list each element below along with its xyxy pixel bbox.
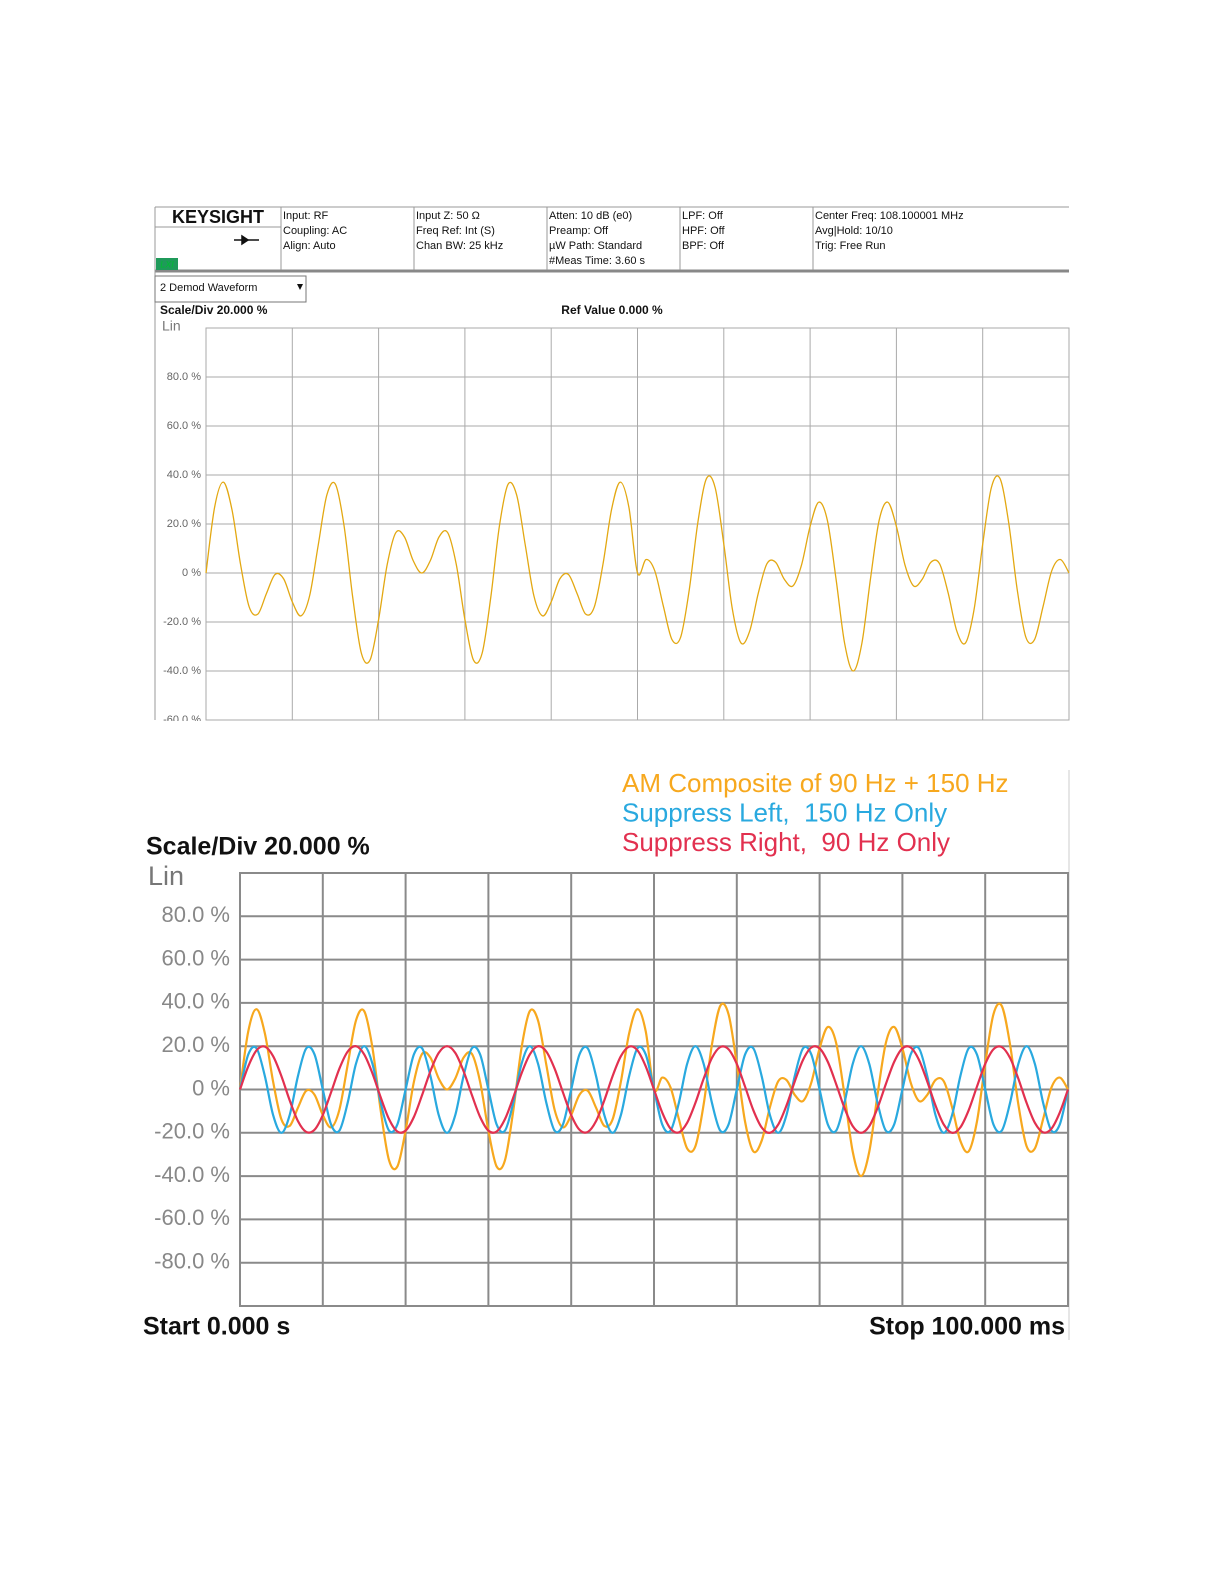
header-field: BPF: Off (682, 240, 725, 252)
y-tick-label: -40.0 % (163, 665, 201, 677)
logo: KEYSIGHT (172, 207, 264, 227)
x-start: Start 0.000 s (143, 1313, 290, 1341)
header-field: HPF: Off (682, 225, 726, 237)
header-field: Align: Auto (283, 240, 336, 252)
y-tick-label: 80.0 % (167, 371, 201, 383)
logo-arrow (234, 234, 259, 246)
y-tick-label: 0 % (192, 1075, 230, 1100)
lxi-label: LXI (160, 259, 174, 269)
y-tick-label: -60.0 % (154, 1205, 230, 1230)
y-tick-label: 0 % (182, 567, 201, 579)
x-stop: Stop 100.000 ms (869, 1313, 1065, 1341)
header-field: Freq Ref: Int (S) (416, 225, 495, 237)
y-tick-label: 20.0 % (167, 518, 201, 530)
header-field: Input Z: 50 Ω (416, 210, 480, 222)
scale-label: Scale/Div 20.000 % (146, 833, 370, 861)
legend-entry: Suppress Right, 90 Hz Only (622, 827, 950, 857)
header-field: Input: RF (283, 210, 329, 222)
legend-entry: AM Composite of 90 Hz + 150 Hz (622, 768, 1009, 798)
header-field: Trig: Free Run (815, 240, 886, 252)
header-field: Center Freq: 108.100001 MHz (815, 210, 964, 222)
top-chart: 80.0 % 60.0 % 40.0 % 20.0 % 0 % -20.0 % -40.0 … (163, 327, 1070, 726)
scale-label: Scale/Div 20.000 % (160, 303, 268, 317)
header-field: Atten: 10 dB (e0) (549, 210, 632, 222)
header-field: µW Path: Standard (549, 240, 642, 252)
header-field: LPF: Off (682, 210, 724, 222)
header-field: Coupling: AC (283, 225, 347, 237)
view-label[interactable]: 2 Demod Waveform (160, 282, 257, 294)
bottom-chart: 80.0 % 60.0 % 40.0 % 20.0 % 0 % -20.0 % -40.0 … (154, 872, 1070, 1307)
view-dropdown[interactable] (154, 275, 307, 303)
y-tick-label: 60.0 % (167, 420, 201, 432)
y-tick-label: -20.0 % (163, 616, 201, 628)
scale-type: Lin (162, 318, 181, 334)
header-field: Avg|Hold: 10/10 (815, 225, 893, 237)
header-field: Chan BW: 25 kHz (416, 240, 503, 252)
header-field: #Meas Time: 3.60 s (549, 255, 645, 267)
y-tick-label: -20.0 % (154, 1119, 230, 1144)
y-tick-label: 60.0 % (162, 945, 231, 970)
header-field: Preamp: Off (549, 225, 609, 237)
y-tick-label: -40.0 % (154, 1162, 230, 1187)
y-tick-label: 80.0 % (162, 902, 231, 927)
header-columns: Input: RF Coupling: AC Align: Auto Input Z:… (283, 210, 964, 267)
legend-entry: Suppress Left, 150 Hz Only (622, 797, 947, 827)
lxi-badge (156, 258, 178, 270)
y-tick-label: -60.0 % (163, 714, 201, 726)
y-tick-label: 40.0 % (162, 989, 231, 1014)
y-tick-label: 20.0 % (162, 1032, 231, 1057)
series-line (238, 1045, 1070, 1134)
scale-type: Lin (148, 861, 184, 891)
ref-value: Ref Value 0.000 % (561, 303, 663, 317)
y-tick-label: 40.0 % (167, 469, 201, 481)
series-line (205, 475, 1070, 672)
arrow-head (241, 234, 250, 246)
y-tick-label: -80.0 % (154, 1249, 230, 1274)
dropdown-arrow[interactable] (297, 284, 303, 290)
